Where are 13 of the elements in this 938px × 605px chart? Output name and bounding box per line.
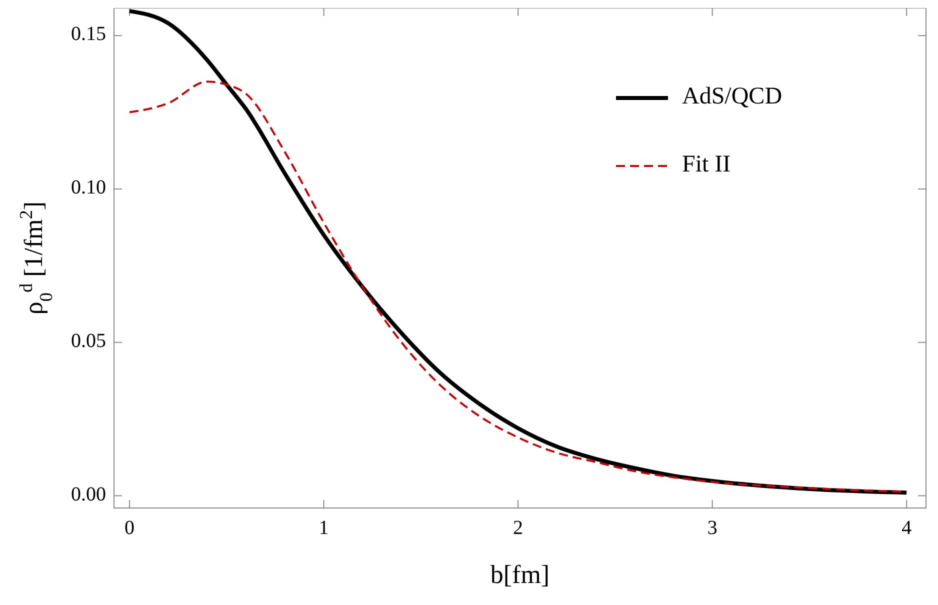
x-axis-title: b[fm] (490, 560, 550, 589)
legend-label: AdS/QCD (682, 84, 782, 110)
x-tick-label: 3 (707, 517, 718, 539)
line-series (128, 80, 908, 493)
x-tick-label: 2 (513, 517, 524, 539)
x-tick-label: 1 (318, 517, 329, 539)
x-tick-label: 0 (124, 517, 135, 539)
y-tick-label: 0.10 (71, 176, 106, 199)
y-tick-label: 0.05 (71, 330, 106, 352)
y-tick-label: 0.15 (71, 23, 106, 46)
y-tick-label: 0.00 (71, 483, 106, 506)
legend-label: Fit II (682, 152, 731, 178)
x-tick-label: 4 (902, 517, 912, 539)
